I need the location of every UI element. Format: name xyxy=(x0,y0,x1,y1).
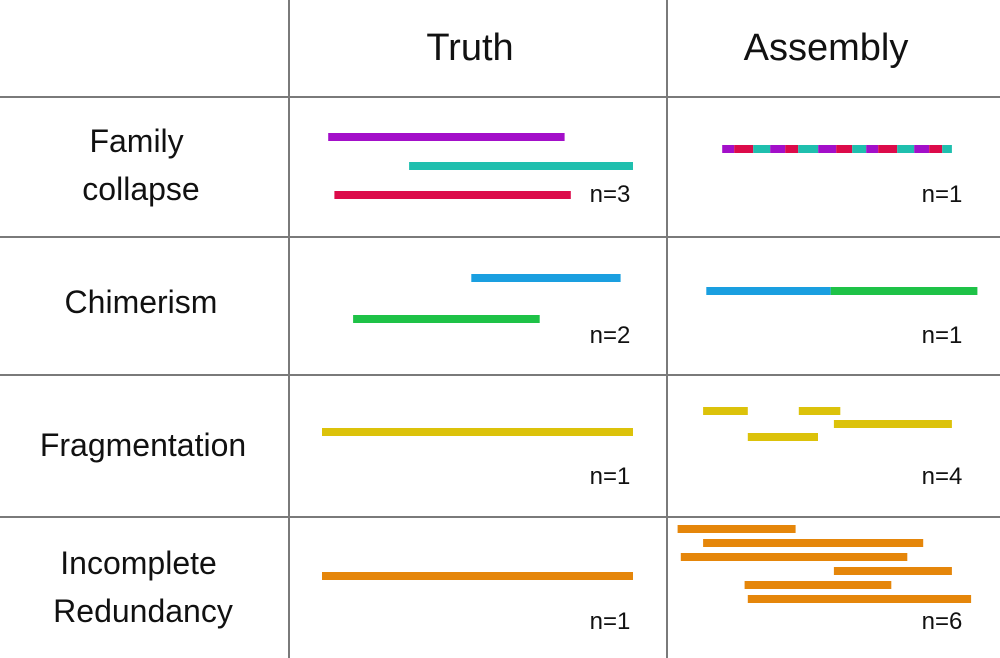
assembly-segment-family-1-part-8 xyxy=(836,145,853,153)
assembly-segment-fragmentation-3 xyxy=(747,433,818,441)
assembly-segment-redundancy-6 xyxy=(747,595,972,603)
truth-segment-fragmentation-1 xyxy=(322,428,633,436)
row-label-redundancy-line-2: Redundancy xyxy=(53,593,233,629)
assembly-segment-chimerism-1 xyxy=(706,287,831,295)
row-label-redundancy-line-1: Incomplete xyxy=(60,545,217,581)
assembly-segment-redundancy-5 xyxy=(744,581,892,589)
truth-segment-family-2 xyxy=(409,162,633,170)
segment-layer xyxy=(322,133,978,603)
assembly-segment-family-1-part-9 xyxy=(852,145,867,153)
assembly-segment-redundancy-4 xyxy=(833,567,952,575)
truth-count-family: n=3 xyxy=(590,181,631,208)
row-label-chimerism: Chimerism xyxy=(65,284,218,320)
assembly-segment-family-1-part-6 xyxy=(798,145,819,153)
assembly-segment-family-1-part-5 xyxy=(785,145,799,153)
row-label-family-line-1: Family xyxy=(89,123,183,159)
assembly-segment-family-1-part-10 xyxy=(866,145,879,153)
row-label-family-line-2: collapse xyxy=(82,171,199,207)
assembly-segment-fragmentation-1 xyxy=(703,407,748,415)
assembly-segment-family-1-part-2 xyxy=(734,145,754,153)
truth-segment-redundancy-1 xyxy=(322,572,633,580)
truth-count-fragmentation: n=1 xyxy=(590,463,631,490)
assembly-segment-family-1-part-13 xyxy=(914,145,930,153)
assembly-segment-family-1-part-15 xyxy=(942,145,952,153)
assembly-segment-family-1-part-14 xyxy=(929,145,943,153)
assembly-count-chimerism: n=1 xyxy=(922,322,963,349)
truth-segment-chimerism-1 xyxy=(471,274,621,282)
assembly-segment-redundancy-2 xyxy=(703,539,924,547)
assembly-segment-family-1-part-3 xyxy=(753,145,771,153)
assembly-count-redundancy: n=6 xyxy=(922,608,963,635)
header-truth: Truth xyxy=(426,27,513,69)
row-label-fragmentation: Fragmentation xyxy=(40,427,246,463)
assembly-segment-family-1-part-4 xyxy=(770,145,786,153)
truth-segment-family-1 xyxy=(328,133,565,141)
row-label-incomplete-redundancy: Incomplete Redundancy xyxy=(53,545,233,629)
assembly-segment-family-1-part-12 xyxy=(897,145,915,153)
header-assembly: Assembly xyxy=(744,27,909,69)
truth-count-redundancy: n=1 xyxy=(590,608,631,635)
assembly-segment-family-1-part-7 xyxy=(818,145,837,153)
truth-segment-family-3 xyxy=(334,191,571,199)
row-label-fragmentation-line-1: Fragmentation xyxy=(40,427,246,463)
assembly-segment-family-1-part-1 xyxy=(722,145,735,153)
truth-segment-chimerism-2 xyxy=(353,315,540,323)
assembly-segment-chimerism-2 xyxy=(830,287,978,295)
assembly-count-family: n=1 xyxy=(922,181,963,208)
assembly-segment-fragmentation-4 xyxy=(833,420,952,428)
row-label-family: Family collapse xyxy=(82,123,199,207)
row-label-chimerism-line-1: Chimerism xyxy=(65,284,218,320)
assembly-segment-fragmentation-2 xyxy=(798,407,841,415)
assembly-count-fragmentation: n=4 xyxy=(922,463,963,490)
truth-count-chimerism: n=2 xyxy=(590,322,631,349)
assembly-segment-redundancy-1 xyxy=(677,525,796,533)
assembly-segment-family-1-part-11 xyxy=(878,145,898,153)
assembly-segment-redundancy-3 xyxy=(680,553,908,561)
